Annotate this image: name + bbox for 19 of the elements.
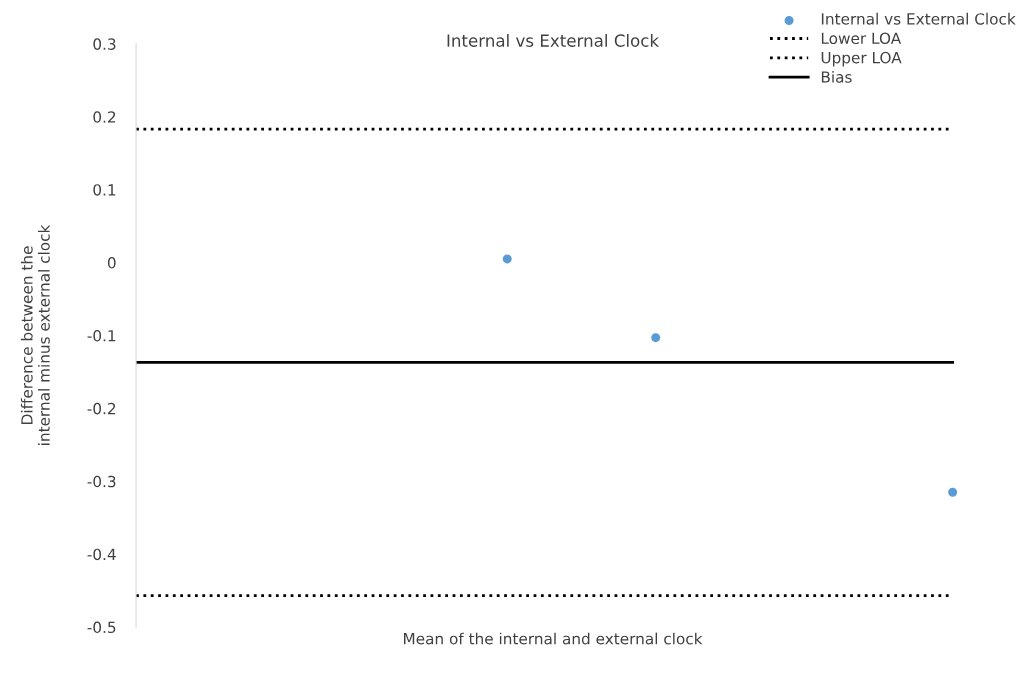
point xyxy=(948,487,958,497)
y-tick-label: -0.4 xyxy=(87,548,116,561)
legend-label: Upper LOA xyxy=(821,51,902,67)
y-tick-label: 0 xyxy=(107,257,116,269)
legend-label: Internal vs External Clock xyxy=(821,12,1016,25)
y-axis-title: Difference between the internal minus external clock xyxy=(20,224,50,445)
y-tick-label: -0.5 xyxy=(87,621,116,634)
point xyxy=(651,333,661,343)
x-axis-title: Mean of the internal and external clock xyxy=(404,632,703,645)
legend-label: Lower LOA xyxy=(821,32,902,45)
chart-title: Internal vs External Clock xyxy=(447,33,660,47)
y-tick-label: -0.3 xyxy=(87,475,116,488)
point xyxy=(502,254,512,264)
legend-label: Bias xyxy=(821,70,852,83)
y-tick-label: 0.2 xyxy=(93,111,116,123)
y-tick-label: 0.3 xyxy=(93,38,116,50)
y-tick-label: -0.2 xyxy=(87,402,116,415)
y-tick-label: -0.1 xyxy=(87,329,116,342)
y-tick-label: 0.1 xyxy=(93,184,116,196)
